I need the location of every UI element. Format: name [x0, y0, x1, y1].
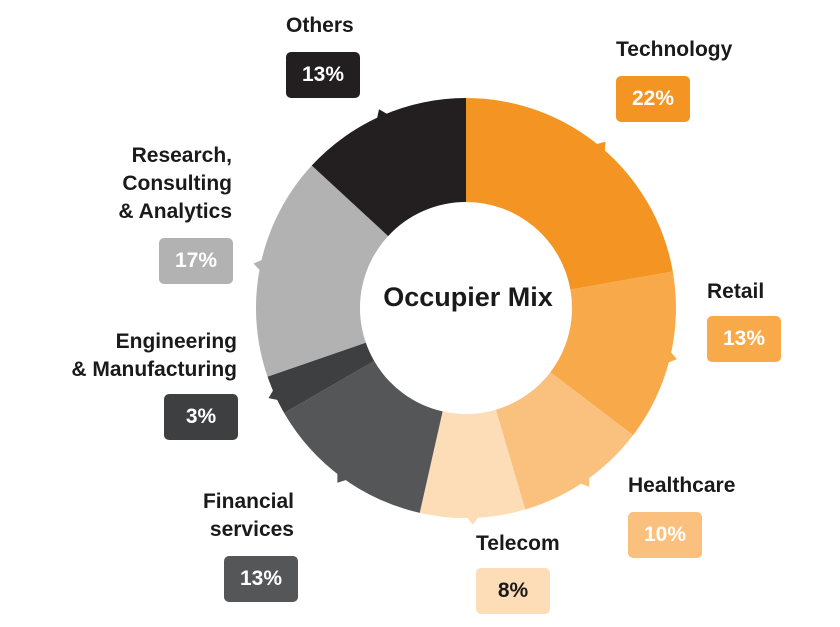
notch-engineering-manufacturing	[268, 389, 279, 401]
value-badge-financial-services: 13%	[224, 556, 298, 602]
notch-financial-services	[337, 472, 347, 483]
slice-engineering-manufacturing	[267, 342, 375, 413]
label-financial-services: Financial services	[203, 488, 294, 544]
value-badge-retail: 13%	[707, 316, 781, 362]
label-engineering-manufacturing: Engineering & Manufacturing	[71, 328, 237, 384]
notch-telecom	[466, 516, 479, 525]
slice-technology	[466, 98, 673, 290]
label-line: services	[209, 518, 294, 541]
value-badge-technology: 22%	[616, 76, 690, 122]
slice-notches	[253, 109, 677, 525]
label-line: Healthcare	[628, 474, 736, 497]
value-badge-engineering-manufacturing: 3%	[164, 394, 238, 440]
slice-telecom	[419, 409, 526, 518]
label-line: Retail	[707, 280, 765, 303]
label-research-consulting-analytics: Research, Consulting & Analytics	[118, 142, 232, 226]
label-others: Others	[286, 12, 354, 40]
slice-others	[311, 98, 466, 237]
label-line: Consulting	[122, 172, 232, 195]
notch-research-consulting-analytics	[253, 259, 263, 271]
label-line: Others	[286, 14, 354, 37]
label-healthcare: Healthcare	[628, 472, 735, 500]
label-line: & Analytics	[118, 200, 232, 223]
label-line: Telecom	[476, 532, 560, 555]
donut-slices	[256, 98, 677, 518]
value-badge-healthcare: 10%	[628, 512, 702, 558]
label-line: Engineering	[115, 330, 237, 353]
notch-retail	[667, 351, 677, 363]
notch-technology	[595, 141, 606, 152]
slice-research-consulting-analytics	[256, 165, 389, 377]
label-line: Research,	[131, 144, 232, 167]
chart-title: Occupier Mix	[368, 280, 568, 314]
notch-others	[376, 109, 388, 119]
label-line: Technology	[616, 38, 733, 61]
slice-retail	[550, 271, 677, 436]
label-technology: Technology	[616, 36, 732, 64]
value-badge-telecom: 8%	[476, 568, 550, 614]
label-line: Financial	[202, 490, 294, 513]
value-badge-research-consulting-analytics: 17%	[159, 238, 233, 284]
label-line: & Manufacturing	[71, 358, 237, 381]
chart-title-text: Occupier Mix	[383, 282, 553, 312]
notch-healthcare	[579, 476, 590, 487]
label-retail: Retail	[707, 278, 764, 306]
slice-healthcare	[495, 372, 634, 510]
value-badge-others: 13%	[286, 52, 360, 98]
slice-financial-services	[284, 361, 443, 513]
label-telecom: Telecom	[476, 530, 560, 558]
